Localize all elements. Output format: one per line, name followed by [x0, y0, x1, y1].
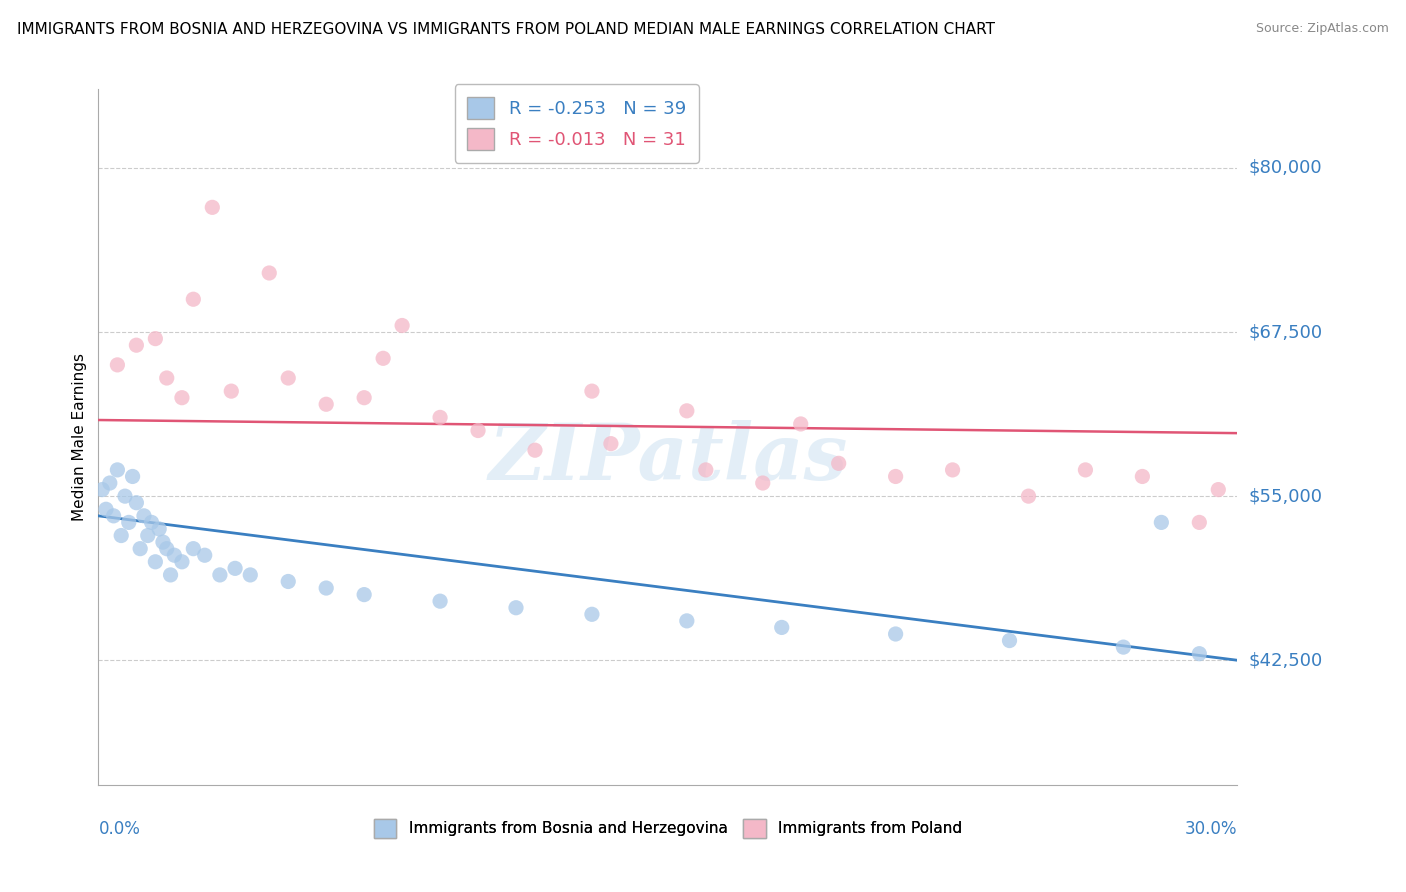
Y-axis label: Median Male Earnings: Median Male Earnings: [72, 353, 87, 521]
Point: [676, 614, 699, 628]
Point: [884, 469, 907, 483]
Point: [505, 600, 527, 615]
Point: [107, 463, 129, 477]
Point: [1188, 516, 1211, 530]
Point: [1188, 647, 1211, 661]
Point: [581, 607, 603, 622]
Point: [125, 338, 148, 352]
Point: [91, 483, 114, 497]
Point: [159, 568, 181, 582]
Point: [942, 463, 965, 477]
Point: [121, 469, 143, 483]
Text: Source: ZipAtlas.com: Source: ZipAtlas.com: [1256, 22, 1389, 36]
Text: IMMIGRANTS FROM BOSNIA AND HERZEGOVINA VS IMMIGRANTS FROM POLAND MEDIAN MALE EAR: IMMIGRANTS FROM BOSNIA AND HERZEGOVINA V…: [17, 22, 995, 37]
Point: [156, 541, 179, 556]
Text: 0.0%: 0.0%: [98, 820, 141, 838]
Point: [828, 456, 851, 470]
Point: [107, 358, 129, 372]
Point: [1150, 516, 1173, 530]
Text: 30.0%: 30.0%: [1185, 820, 1237, 838]
Point: [315, 397, 337, 411]
Point: [170, 391, 193, 405]
Point: [141, 516, 163, 530]
Point: [201, 200, 224, 214]
Point: [224, 561, 246, 575]
Point: [391, 318, 413, 333]
Point: [145, 555, 167, 569]
Point: [1132, 469, 1154, 483]
Point: [183, 541, 205, 556]
Point: [277, 371, 299, 385]
Point: [152, 535, 174, 549]
Point: [429, 410, 451, 425]
Point: [145, 332, 167, 346]
Point: [194, 548, 217, 562]
Point: [125, 496, 148, 510]
Point: [695, 463, 717, 477]
Point: [239, 568, 262, 582]
Point: [118, 516, 141, 530]
Point: [208, 568, 231, 582]
Point: [221, 384, 243, 398]
Point: [752, 476, 775, 491]
Point: [1112, 640, 1135, 654]
Text: $80,000: $80,000: [1249, 159, 1322, 177]
Point: [429, 594, 451, 608]
Point: [114, 489, 136, 503]
Point: [467, 424, 489, 438]
Point: [148, 522, 170, 536]
Point: [524, 443, 547, 458]
Point: [136, 528, 159, 542]
Point: [315, 581, 337, 595]
Point: [103, 508, 125, 523]
Point: [277, 574, 299, 589]
Point: [129, 541, 152, 556]
Point: [884, 627, 907, 641]
Point: [1074, 463, 1097, 477]
Point: [1018, 489, 1040, 503]
Point: [371, 351, 394, 366]
Point: [259, 266, 281, 280]
Point: [110, 528, 132, 542]
Point: [183, 292, 205, 306]
Point: [998, 633, 1021, 648]
Point: [353, 588, 375, 602]
Point: [98, 476, 121, 491]
Point: [790, 417, 813, 431]
Point: [94, 502, 117, 516]
Point: [581, 384, 603, 398]
Point: [163, 548, 186, 562]
Text: $67,500: $67,500: [1249, 323, 1323, 341]
Text: ZIPatlas: ZIPatlas: [488, 420, 848, 496]
Point: [353, 391, 375, 405]
Legend: Immigrants from Bosnia and Herzegovina, Immigrants from Poland: Immigrants from Bosnia and Herzegovina, …: [364, 810, 972, 847]
Point: [600, 436, 623, 450]
Point: [170, 555, 193, 569]
Text: $42,500: $42,500: [1249, 651, 1323, 669]
Point: [132, 508, 155, 523]
Point: [156, 371, 179, 385]
Text: $55,000: $55,000: [1249, 487, 1323, 505]
Point: [676, 404, 699, 418]
Point: [1208, 483, 1230, 497]
Point: [770, 620, 793, 634]
